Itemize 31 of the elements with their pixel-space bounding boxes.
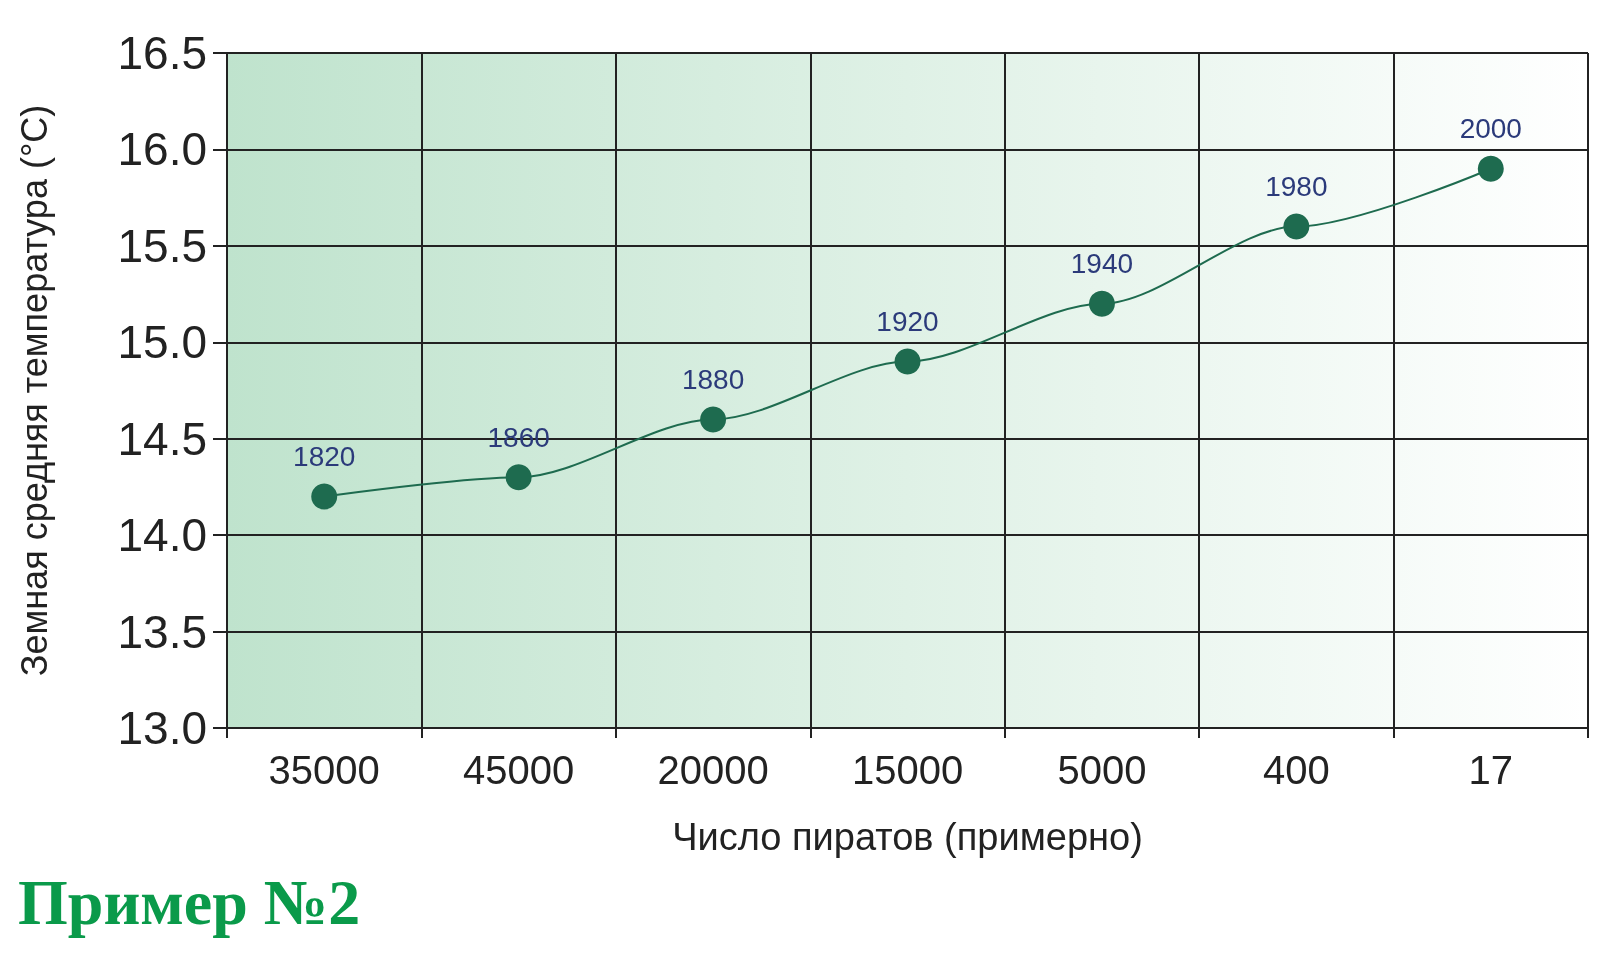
x-tick-label: 5000 xyxy=(1057,748,1147,792)
annotation: 2000 xyxy=(1459,113,1522,145)
y-tick-label: 16.5 xyxy=(117,27,207,79)
point xyxy=(505,464,532,491)
point xyxy=(894,348,921,375)
y-tick-label: 13.5 xyxy=(117,605,207,658)
y-tick-label: 14.5 xyxy=(117,412,207,465)
x-tick-label: 45000 xyxy=(463,748,575,792)
y-tick-label: 13.0 xyxy=(117,702,207,754)
x-tick-label: 17 xyxy=(1468,748,1514,792)
point xyxy=(1283,213,1310,240)
y-tick-label: 14.0 xyxy=(117,509,207,562)
x-axis-title: Число пиратов (примерно) xyxy=(672,816,1143,858)
annotation: 1820 xyxy=(293,441,356,473)
x-tick-label: 15000 xyxy=(851,748,964,792)
point xyxy=(1088,290,1115,317)
point xyxy=(311,483,338,510)
annotation: 1880 xyxy=(681,363,745,395)
y-tick-label: 15.0 xyxy=(117,316,207,369)
annotation: 1920 xyxy=(876,306,939,338)
y-tick-label: 15.5 xyxy=(117,219,207,272)
y-tick-label: 16.0 xyxy=(117,123,207,176)
text: Пример №2 xyxy=(18,866,361,938)
annotation: 1980 xyxy=(1265,171,1328,203)
annotation: 1940 xyxy=(1070,248,1134,280)
y-axis-title: Земная средняя температура (°C) xyxy=(13,104,55,677)
x-tick-label: 20000 xyxy=(657,748,769,792)
point xyxy=(700,406,727,433)
point xyxy=(1477,155,1504,182)
x-tick-label: 400 xyxy=(1262,748,1330,792)
x-tick-label: 35000 xyxy=(268,748,380,792)
